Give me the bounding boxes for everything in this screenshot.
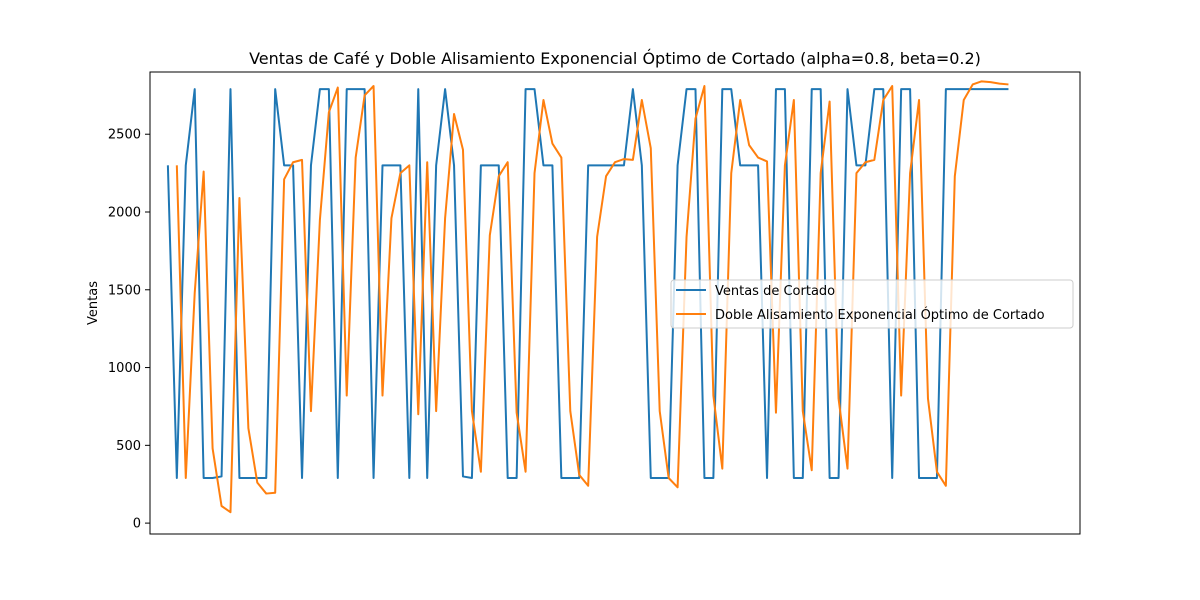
series-group bbox=[166, 80, 1009, 514]
y-tick-label: 500 bbox=[116, 439, 141, 454]
y-tick-label: 2500 bbox=[108, 128, 141, 143]
y-tick-label: 1000 bbox=[108, 361, 141, 376]
y-tick-label: 2000 bbox=[108, 206, 141, 221]
legend: Ventas de Cortado Doble Alisamiento Expo… bbox=[670, 279, 1074, 329]
legend-label-ventas: Ventas de Cortado bbox=[715, 284, 835, 299]
series-line-0 bbox=[166, 88, 1009, 479]
legend-box bbox=[670, 279, 1074, 329]
legend-label-alisamiento: Doble Alisamiento Exponencial Óptimo de … bbox=[715, 307, 1045, 323]
chart-title: Ventas de Café y Doble Alisamiento Expon… bbox=[249, 49, 981, 68]
y-axis-label: Ventas bbox=[86, 281, 101, 325]
plot-frame bbox=[149, 71, 1081, 535]
y-tick-label: 1500 bbox=[108, 283, 141, 298]
y-axis-ticks: 0 500 1000 1500 2000 2500 bbox=[108, 128, 150, 532]
y-tick-label: 0 bbox=[133, 517, 141, 532]
series-line-1 bbox=[175, 80, 1009, 514]
